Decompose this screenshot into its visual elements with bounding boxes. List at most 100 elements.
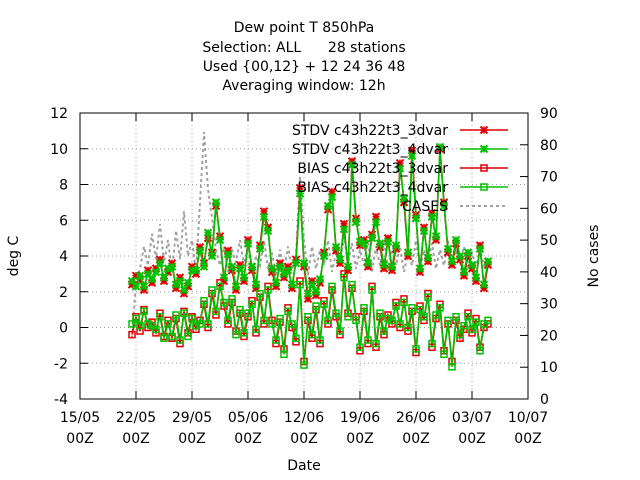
data-point <box>168 332 176 341</box>
data-point <box>308 330 316 339</box>
data-point <box>463 248 473 257</box>
data-point <box>227 262 237 271</box>
data-point <box>136 321 144 330</box>
data-point <box>316 336 324 344</box>
data-point <box>387 262 397 271</box>
data-point <box>335 255 345 264</box>
data-point <box>456 330 464 339</box>
data-point <box>468 325 476 334</box>
data-point <box>324 316 332 325</box>
data-point <box>484 316 492 325</box>
data-point <box>323 201 333 211</box>
data-point <box>336 327 344 335</box>
legend-label: STDV c43h22t3_4dvar <box>292 142 448 158</box>
series-line <box>131 132 489 339</box>
x-tick-label: 10/07 <box>508 410 548 426</box>
data-point <box>340 273 348 282</box>
data-point <box>472 318 480 326</box>
data-point <box>144 320 152 328</box>
legend-label: BIAS c43h22t3_3dvar <box>297 161 448 177</box>
data-point <box>395 164 405 173</box>
data-point <box>223 250 233 259</box>
y2-tick-label: 30 <box>540 297 558 313</box>
data-point <box>252 325 260 334</box>
legend-marker <box>479 125 489 135</box>
data-point <box>244 309 252 317</box>
data-point <box>259 212 269 221</box>
data-point <box>304 313 312 321</box>
y-axis-label: deg C <box>6 235 22 276</box>
data-point <box>271 278 281 288</box>
data-point <box>191 266 201 275</box>
data-point <box>312 302 320 310</box>
data-point <box>235 264 245 273</box>
data-point <box>263 226 273 236</box>
y-tick-label: -2 <box>54 356 68 372</box>
data-point <box>231 282 241 291</box>
x-tick-label: 03/07 <box>452 410 492 426</box>
data-point <box>467 260 477 270</box>
data-point <box>268 320 276 328</box>
x-tick-label: 00Z <box>122 431 149 447</box>
data-point <box>360 304 368 312</box>
data-point <box>183 278 193 288</box>
data-point <box>216 282 224 291</box>
data-point <box>483 257 493 266</box>
x-tick-label: 00Z <box>346 431 373 447</box>
y-tick-label: 4 <box>59 249 68 265</box>
series-3 <box>128 273 492 371</box>
data-point <box>292 334 300 342</box>
y2-tick-label: 40 <box>540 265 558 281</box>
x-tick-label: 00Z <box>178 431 205 447</box>
data-point <box>212 307 220 316</box>
legend-marker <box>480 164 488 172</box>
data-point <box>204 320 212 328</box>
x-tick-label: 00Z <box>234 431 261 447</box>
data-point <box>291 258 301 268</box>
data-point <box>247 262 257 271</box>
data-point <box>424 293 432 301</box>
data-point <box>379 260 389 270</box>
data-point <box>276 314 284 323</box>
data-point <box>243 239 253 248</box>
data-point <box>420 313 428 321</box>
data-point <box>396 320 404 328</box>
data-point <box>256 289 264 298</box>
x-tick-label: 22/05 <box>116 410 156 426</box>
title-line-1: Dew point T 850hPa <box>234 20 374 36</box>
data-point <box>367 233 377 243</box>
data-point <box>167 262 177 271</box>
legend-label: STDV c43h22t3_3dvar <box>292 123 448 139</box>
data-point <box>196 320 204 328</box>
data-point <box>359 239 369 248</box>
legend-label: BIAS c43h22t3_4dvar <box>297 180 448 196</box>
data-point <box>152 325 160 334</box>
data-point <box>415 264 425 273</box>
y2-tick-label: 50 <box>540 233 558 249</box>
data-point <box>423 253 433 262</box>
data-point <box>471 273 481 282</box>
data-point <box>392 302 400 310</box>
x-tick-label: 29/05 <box>172 410 212 426</box>
y-tick-label: 10 <box>50 142 68 158</box>
data-point <box>440 350 448 359</box>
x-tick-label: 26/06 <box>396 410 436 426</box>
data-point <box>399 194 409 204</box>
title-line-3: Used {00,12} + 12 24 36 48 <box>203 59 406 75</box>
data-point <box>160 334 168 342</box>
data-point <box>303 289 313 298</box>
data-point <box>151 267 161 277</box>
data-point <box>331 242 341 252</box>
data-point <box>255 244 265 254</box>
data-point <box>444 316 452 325</box>
data-point <box>376 309 384 317</box>
data-point <box>452 313 460 321</box>
data-point <box>332 309 340 317</box>
data-point <box>447 257 457 266</box>
data-point <box>348 280 356 289</box>
x-tick-label: 00Z <box>290 431 317 447</box>
data-point <box>299 258 309 268</box>
data-point <box>404 323 412 332</box>
data-point <box>455 251 465 261</box>
